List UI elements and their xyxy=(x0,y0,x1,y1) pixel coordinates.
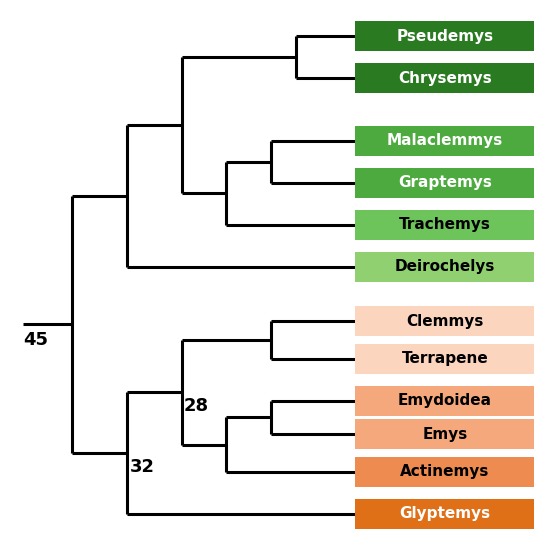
Text: Chrysemys: Chrysemys xyxy=(398,70,492,86)
Text: Actinemys: Actinemys xyxy=(400,464,489,480)
Text: Malaclemmys: Malaclemmys xyxy=(387,134,503,149)
FancyBboxPatch shape xyxy=(356,210,534,240)
Text: Glyptemys: Glyptemys xyxy=(399,506,491,521)
Text: 45: 45 xyxy=(24,331,49,349)
FancyBboxPatch shape xyxy=(356,419,534,449)
Text: Emydoidea: Emydoidea xyxy=(398,393,492,408)
FancyBboxPatch shape xyxy=(356,251,534,282)
Text: Emys: Emys xyxy=(422,427,467,442)
Text: Trachemys: Trachemys xyxy=(399,217,491,232)
FancyBboxPatch shape xyxy=(356,499,534,529)
FancyBboxPatch shape xyxy=(356,168,534,198)
FancyBboxPatch shape xyxy=(356,306,534,336)
FancyBboxPatch shape xyxy=(356,456,534,487)
Text: Terrapene: Terrapene xyxy=(402,351,488,366)
FancyBboxPatch shape xyxy=(356,63,534,94)
Text: Deirochelys: Deirochelys xyxy=(395,259,495,274)
FancyBboxPatch shape xyxy=(356,344,534,374)
FancyBboxPatch shape xyxy=(356,386,534,416)
FancyBboxPatch shape xyxy=(356,21,534,51)
Text: Graptemys: Graptemys xyxy=(398,175,492,190)
Text: 28: 28 xyxy=(184,397,209,415)
Text: Clemmys: Clemmys xyxy=(406,314,483,328)
FancyBboxPatch shape xyxy=(356,126,534,156)
Text: 32: 32 xyxy=(130,458,154,476)
Text: Pseudemys: Pseudemys xyxy=(396,29,493,44)
